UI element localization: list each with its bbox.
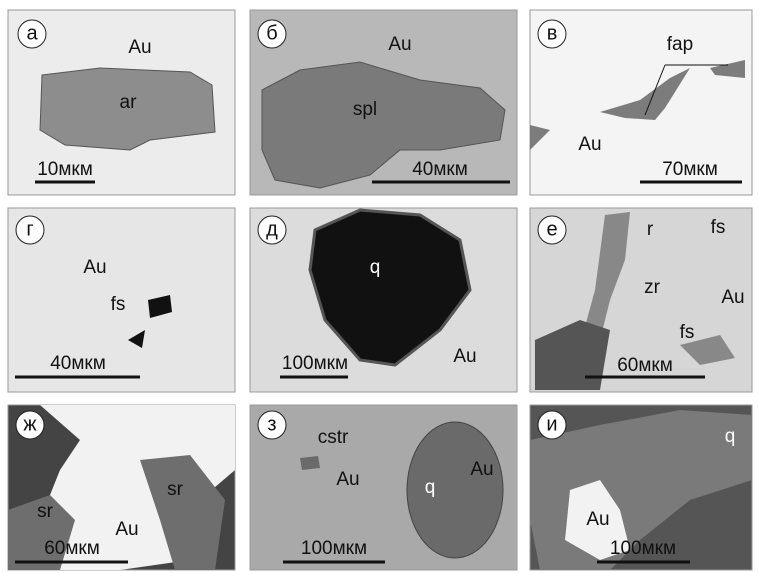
- grain: [300, 456, 320, 470]
- figure: а Au ar 10мкм б Au spl 40мкм в fap Au 70…: [0, 0, 759, 573]
- panel: ж sr sr Au 60мкм: [8, 405, 235, 570]
- mineral-label: r: [647, 219, 654, 240]
- panel-letter: д: [266, 218, 278, 240]
- mineral-label: spl: [353, 99, 377, 120]
- scale-label: 100мкм: [301, 538, 367, 559]
- scale-label: 100мкм: [610, 538, 676, 559]
- panel: д q Au 100мкм: [250, 208, 517, 392]
- mineral-label: Au: [578, 134, 601, 155]
- panel-letter: г: [26, 218, 33, 240]
- mineral-label: ar: [120, 92, 138, 113]
- mineral-label: Au: [128, 37, 151, 58]
- mineral-label: zr: [644, 277, 661, 298]
- scale-label: 40мкм: [50, 353, 106, 374]
- mineral-label: Au: [721, 287, 744, 308]
- mineral-label: sr: [167, 479, 184, 500]
- mineral-label: q: [370, 257, 381, 278]
- mineral-label: q: [425, 477, 436, 498]
- scale-label: 60мкм: [617, 355, 673, 376]
- scale-label: 60мкм: [44, 538, 100, 559]
- mineral-label: Au: [453, 346, 476, 367]
- mineral-label: fs: [680, 322, 695, 343]
- mineral-label: Au: [83, 257, 106, 278]
- panel: з cstr Au q Au 100мкм: [250, 405, 517, 570]
- panel-letter: ж: [23, 413, 37, 435]
- mineral-label: fs: [711, 217, 726, 238]
- panel: г Au fs 40мкм: [8, 208, 235, 392]
- panel-letter: и: [546, 413, 557, 435]
- page: а Au ar 10мкм б Au spl 40мкм в fap Au 70…: [0, 0, 759, 573]
- panel-letter: в: [547, 22, 558, 44]
- mineral-label: fs: [111, 294, 126, 315]
- mineral-label: Au: [336, 469, 359, 490]
- grain: [407, 422, 503, 558]
- panel: в fap Au 70мкм: [530, 10, 752, 195]
- mineral-label: q: [725, 426, 736, 447]
- mineral-label: Au: [115, 519, 138, 540]
- mineral-label: Au: [586, 509, 609, 530]
- mineral-label: cstr: [318, 427, 349, 448]
- scale-label: 40мкм: [412, 159, 468, 180]
- mineral-label: Au: [470, 459, 493, 480]
- panel: а Au ar 10мкм: [8, 10, 235, 195]
- mineral-label: Au: [388, 34, 411, 55]
- panel: е r fs zr Au fs 60мкм: [530, 208, 752, 392]
- scale-label: 70мкм: [662, 159, 718, 180]
- panel-letter: а: [26, 22, 38, 44]
- scale-label: 100мкм: [282, 353, 348, 374]
- panel: б Au spl 40мкм: [250, 10, 517, 195]
- mineral-label: sr: [37, 501, 54, 522]
- panel-letter: з: [267, 413, 276, 435]
- panel-letter: б: [266, 22, 277, 44]
- scale-label: 10мкм: [37, 159, 93, 180]
- panel: и q Au 100мкм: [530, 405, 752, 570]
- panel-letter: е: [546, 218, 557, 240]
- mineral-label: fap: [667, 34, 693, 55]
